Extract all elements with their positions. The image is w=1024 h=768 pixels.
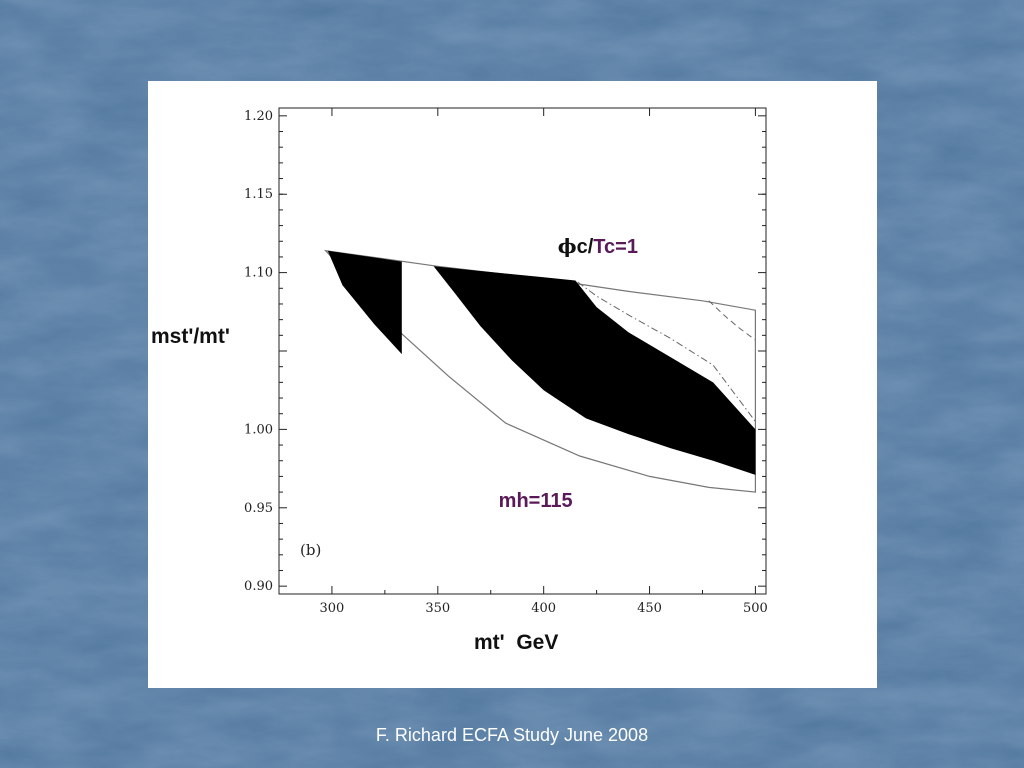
y-tick-label-4: 1.10 (244, 266, 273, 281)
panel-label: (b) (300, 541, 321, 559)
figure-panel: 300 350 400 450 500 0.90 0.95 1.00 1.10 1.15 1.20 … (148, 81, 877, 688)
y-tick-label-1: 0.95 (244, 501, 273, 516)
phase-transition-chart: 300 350 400 450 5000.900.951.001.101.151.20 … (151, 107, 768, 654)
y-tick-label-0: 0.90 (244, 579, 273, 594)
region-2 (433, 266, 756, 475)
x-tick-label-3: 450 (637, 601, 662, 616)
x-axis-label: mt' GeV (474, 631, 558, 654)
phi-label-text: c/Tc=1 (577, 236, 638, 258)
slide-footer: F. Richard ECFA Study June 2008 (375, 725, 649, 745)
annotation-phi-c-tc: ϕc/Tc=1 (558, 234, 638, 258)
phi-label-tc: Tc=1 (593, 236, 638, 258)
y-tick-label-5: 1.15 (244, 187, 273, 202)
x-tick-label-2: 400 (531, 601, 556, 616)
phi-label-c: c/ (577, 236, 594, 258)
series-line-1 (708, 300, 756, 341)
x-tick-label-0: 300 (320, 601, 345, 616)
region-1 (327, 250, 402, 355)
y-tick-label-6: 1.20 (244, 109, 273, 124)
ticks-layer: 300 350 400 450 500 0.90 0.95 1.00 1.10 1.15 1.20 (244, 108, 768, 616)
y-axis-label: mst'/mt' (151, 325, 230, 348)
series-line-0 (577, 281, 756, 422)
series-layer (577, 281, 756, 422)
x-tick-label-1: 350 (425, 601, 450, 616)
annotation-mh: mh=115 (499, 490, 573, 512)
phi-symbol: ϕ (558, 234, 577, 258)
x-tick-label-4: 500 (743, 601, 768, 616)
regions-layer (323, 249, 757, 493)
y-tick-label-2: 1.00 (244, 422, 273, 437)
